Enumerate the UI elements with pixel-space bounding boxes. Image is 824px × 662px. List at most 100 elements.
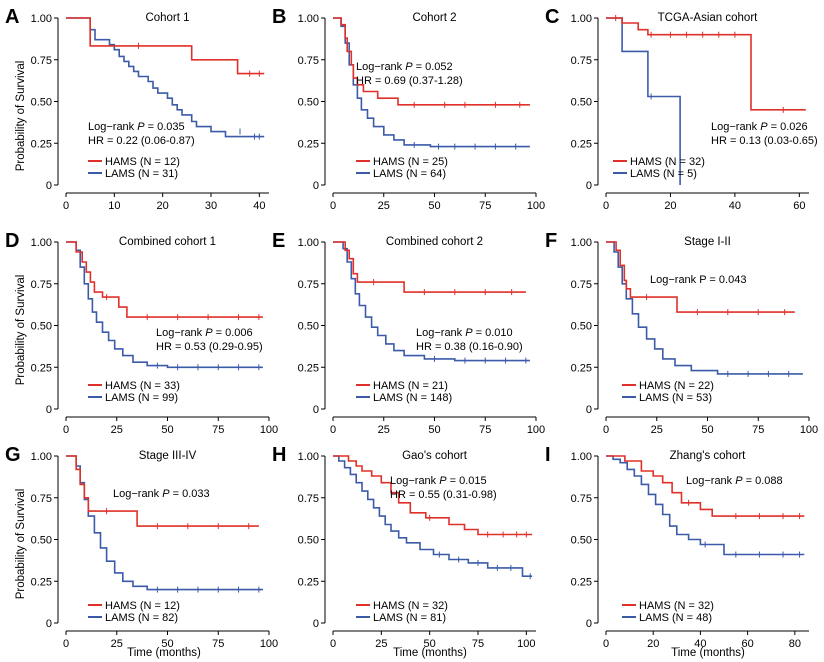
panel-letter-e: E	[272, 230, 285, 252]
legend-label-hams-h: HAMS (N = 32)	[373, 600, 448, 612]
legend-label-hams-b: HAMS (N = 25)	[373, 156, 448, 168]
stat-text-b: Log−rank P = 0.052	[356, 61, 453, 73]
x-tick-label-e: 75	[479, 424, 491, 436]
x-tick-label-b: 0	[330, 200, 336, 212]
stat-text-e: Log−rank P = 0.010	[416, 327, 513, 339]
x-tick-label-h: 25	[375, 638, 387, 650]
panel-letter-i: I	[545, 444, 551, 466]
y-tick-label-i: 1.00	[571, 451, 592, 463]
y-tick-label-d: 0.50	[31, 321, 52, 333]
x-tick-label-a: 30	[205, 200, 217, 212]
y-tick-label-i: 0	[586, 618, 592, 630]
km-curve-hams-f	[606, 241, 795, 313]
stat-text-b: HR = 0.69 (0.37-1.28)	[356, 75, 463, 87]
x-tick-label-h: 0	[330, 638, 336, 650]
y-tick-label-i: 0.50	[571, 535, 592, 547]
x-tick-label-a: 0	[63, 200, 69, 212]
y-axis-label-row1: Probability of Survival	[15, 61, 27, 172]
y-tick-label-f: 0	[586, 404, 592, 416]
km-curve-lams-i	[606, 455, 805, 556]
panel-title-i: Zhang's cohort	[670, 450, 747, 462]
km-curve-hams-g	[66, 455, 259, 527]
km-curve-lams-h	[333, 455, 533, 577]
y-tick-label-h: 0.25	[298, 576, 319, 588]
x-tick-label-h: 50	[424, 638, 436, 650]
legend-label-hams-e: HAMS (N = 21)	[373, 380, 448, 392]
y-tick-label-f: 0.25	[571, 362, 592, 374]
stat-text-a: HR = 0.22 (0.06-0.87)	[88, 135, 195, 147]
x-tick-label-g: 50	[161, 638, 173, 650]
panel-letter-c: C	[545, 6, 559, 28]
y-tick-label-i: 0.25	[571, 576, 592, 588]
y-tick-label-g: 0	[46, 618, 52, 630]
legend-label-lams-d: LAMS (N = 99)	[105, 392, 178, 404]
km-curve-hams-c	[606, 17, 806, 111]
x-tick-label-h: 75	[472, 638, 484, 650]
x-axis-label-h: Time (months)	[393, 647, 467, 659]
y-tick-label-b: 1.00	[298, 13, 319, 25]
km-curve-lams-g	[66, 455, 263, 591]
y-tick-label-h: 0.75	[298, 493, 319, 505]
km-curve-hams-d	[66, 241, 263, 318]
y-tick-label-g: 1.00	[31, 451, 52, 463]
legend-label-hams-i: HAMS (N = 32)	[639, 600, 714, 612]
y-tick-label-c: 0.75	[571, 55, 592, 67]
x-tick-label-i: 60	[742, 638, 754, 650]
panel-title-c: TCGA-Asian cohort	[658, 12, 759, 24]
x-tick-label-i: 40	[694, 638, 706, 650]
panel-title-e: Combined cohort 2	[386, 236, 483, 248]
y-tick-label-f: 1.00	[571, 237, 592, 249]
x-tick-label-f: 50	[701, 424, 713, 436]
y-tick-label-h: 0	[313, 618, 319, 630]
panel-a: A Cohort 1 0 0.25 0.50 0.75 1.00 0 10 20 30 40 Log−r…	[5, 6, 269, 212]
x-tick-label-i: 20	[647, 638, 659, 650]
stat-text-h: Log−rank P = 0.015	[390, 475, 487, 487]
panel-i: I Zhang's cohort 0 0.25 0.50 0.75 1.00 0 20 40 60 8…	[545, 444, 809, 650]
y-tick-label-c: 1.00	[571, 13, 592, 25]
y-tick-label-g: 0.25	[31, 576, 52, 588]
x-tick-label-d: 50	[161, 424, 173, 436]
panel-letter-a: A	[5, 6, 19, 28]
stat-text-d: HR = 0.53 (0.29-0.95)	[156, 341, 263, 353]
panel-letter-f: F	[545, 230, 557, 252]
legend-label-hams-d: HAMS (N = 33)	[105, 380, 180, 392]
x-tick-label-b: 25	[378, 200, 390, 212]
x-tick-label-b: 75	[479, 200, 491, 212]
stat-text-g: Log−rank P = 0.033	[113, 488, 210, 500]
y-tick-label-e: 0.75	[298, 279, 319, 291]
y-tick-label-a: 0.50	[31, 97, 52, 109]
y-tick-label-d: 0.75	[31, 279, 52, 291]
panel-title-a: Cohort 1	[145, 12, 189, 24]
x-tick-label-a: 40	[253, 200, 265, 212]
y-tick-label-c: 0.50	[571, 97, 592, 109]
x-axis-label-g: Time (months)	[127, 647, 201, 659]
x-tick-label-b: 50	[428, 200, 440, 212]
legend-label-lams-e: LAMS (N = 148)	[373, 392, 452, 404]
x-tick-label-d: 75	[212, 424, 224, 436]
x-tick-label-e: 0	[330, 424, 336, 436]
stat-text-d: Log−rank P = 0.006	[156, 327, 253, 339]
x-tick-label-d: 0	[63, 424, 69, 436]
x-tick-label-f: 100	[800, 424, 818, 436]
panel-f: F Stage I-II 0 0.25 0.50 0.75 1.00 0 25 50 75 100 Lo…	[545, 230, 818, 436]
panel-letter-b: B	[272, 6, 286, 28]
y-tick-label-d: 1.00	[31, 237, 52, 249]
y-tick-label-i: 0.75	[571, 493, 592, 505]
x-tick-label-c: 40	[729, 200, 741, 212]
y-tick-label-g: 0.50	[31, 535, 52, 547]
y-tick-label-d: 0.25	[31, 362, 52, 374]
km-curve-hams-i	[606, 455, 805, 517]
km-curve-hams-a	[66, 17, 265, 75]
km-curve-lams-d	[66, 241, 263, 369]
y-tick-label-a: 1.00	[31, 13, 52, 25]
legend-label-hams-c: HAMS (N = 32)	[630, 156, 705, 168]
legend-label-lams-g: LAMS (N = 82)	[105, 612, 178, 624]
x-tick-label-h: 100	[517, 638, 535, 650]
y-tick-label-e: 0	[313, 404, 319, 416]
x-tick-label-g: 0	[63, 638, 69, 650]
y-tick-label-c: 0.25	[571, 138, 592, 150]
y-tick-label-a: 0.25	[31, 138, 52, 150]
x-tick-label-e: 50	[428, 424, 440, 436]
legend-label-lams-b: LAMS (N = 64)	[373, 168, 446, 180]
legend-label-lams-f: LAMS (N = 53)	[639, 392, 712, 404]
